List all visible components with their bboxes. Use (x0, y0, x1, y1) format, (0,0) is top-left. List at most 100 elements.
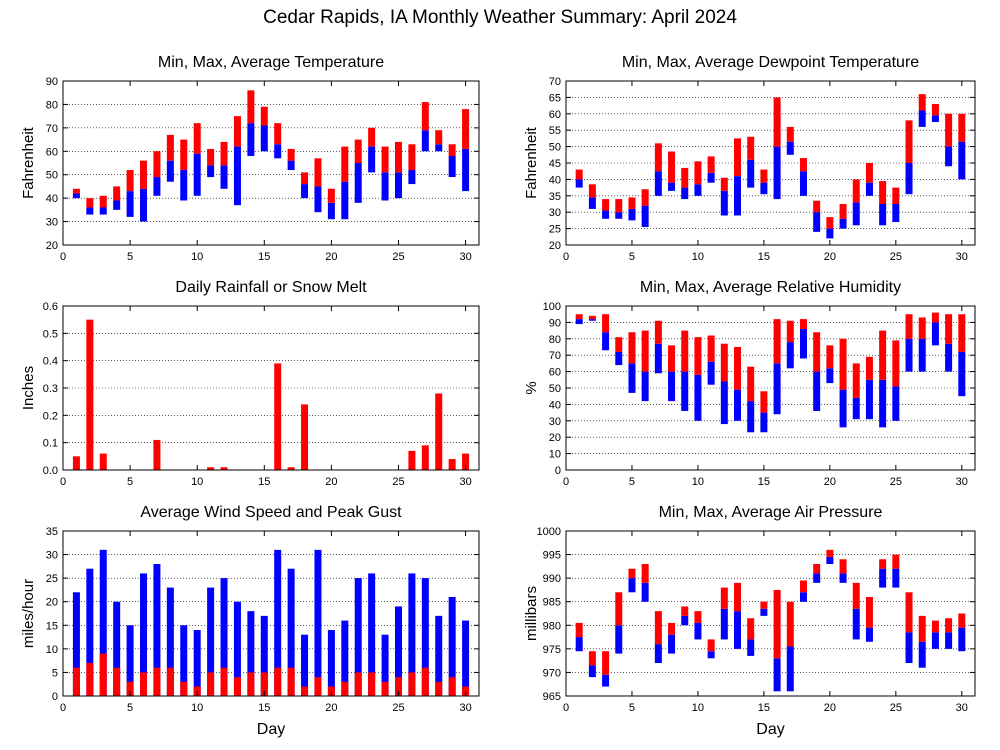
bar-average-speed (448, 677, 456, 696)
bar-min-to-avg (681, 615, 689, 626)
y-tick-label: 0.6 (43, 301, 58, 313)
bar-min-to-avg (421, 130, 429, 152)
x-tick-label: 25 (890, 251, 902, 263)
bar-average-speed (113, 667, 121, 696)
bar-avg-to-max (879, 559, 887, 569)
bar-min-to-avg (799, 171, 807, 196)
y-tick-label: 30 (46, 217, 58, 229)
bar-min-to-avg (260, 125, 268, 152)
bar-avg-to-max (588, 184, 596, 198)
bar-avg-to-max (918, 615, 926, 642)
bar-min-to-avg (381, 172, 389, 201)
bar-min-to-avg (945, 343, 953, 372)
bar-avg-to-max (140, 160, 148, 189)
bar-avg-to-max (813, 200, 821, 213)
y-tick-label: 1000 (537, 526, 561, 538)
y-tick-label: 0.5 (43, 328, 58, 340)
bar-min-to-avg (247, 123, 255, 156)
bar-avg-to-max (602, 199, 610, 211)
bar-min-to-avg (892, 568, 900, 588)
bar-min-to-avg (694, 622, 702, 640)
bar-min-to-avg (668, 634, 676, 654)
y-tick-label: 45 (549, 158, 561, 170)
y-tick-label: 100 (543, 301, 561, 313)
bar-avg-to-max (602, 314, 610, 333)
bar-avg-to-max (945, 618, 953, 633)
bar-avg-to-max (720, 177, 728, 191)
bar-avg-to-max (826, 217, 834, 229)
bar-min-to-avg (354, 163, 362, 203)
x-tick-label: 30 (956, 702, 968, 714)
x-tick-label: 0 (60, 476, 66, 488)
x-tick-label: 15 (258, 476, 270, 488)
y-tick-label: 5 (52, 667, 58, 679)
chart-wind: Average Wind Speed and Peak Gust 0 5 10 15 20… (20, 504, 480, 738)
bar-peak-gust (99, 549, 107, 696)
bar-precipitation (421, 445, 429, 470)
bar-precipitation (287, 467, 295, 470)
bar-min-to-avg (760, 412, 768, 433)
chart-temperature: Min, Max, Average Temperature20304050607… (20, 54, 480, 263)
bar-precipitation (86, 319, 94, 470)
chart-title: Min, Max, Average Relative Humidity (640, 279, 901, 296)
chart-pressure: Min, Max, Average Air Pressure 965 970 975 9… (523, 504, 976, 738)
bar-min-to-avg (813, 371, 821, 411)
y-tick-label: 70 (46, 123, 58, 135)
y-tick-label: 70 (549, 350, 561, 362)
y-axis-label: % (523, 381, 540, 394)
bar-precipitation (462, 453, 470, 470)
bar-avg-to-max (668, 622, 676, 635)
y-tick-label: 25 (549, 224, 561, 236)
y-tick-label: 90 (46, 76, 58, 88)
bar-peak-gust (260, 615, 268, 696)
bar-min-to-avg (839, 218, 847, 229)
x-tick-label: 10 (692, 476, 704, 488)
bar-min-to-avg (799, 328, 807, 359)
bar-min-to-avg (918, 338, 926, 372)
bar-avg-to-max (654, 320, 662, 344)
bar-peak-gust (354, 578, 362, 696)
bar-min-to-avg (180, 170, 188, 201)
bar-min-to-avg (694, 184, 702, 196)
bar-min-to-avg (945, 632, 953, 649)
bar-avg-to-max (839, 338, 847, 390)
bar-min-to-avg (918, 110, 926, 127)
bar-avg-to-max (839, 204, 847, 219)
bar-avg-to-max (381, 146, 389, 173)
bar-avg-to-max (760, 601, 768, 609)
bar-min-to-avg (720, 190, 728, 216)
bar-avg-to-max (694, 611, 702, 623)
x-tick-label: 20 (824, 251, 836, 263)
chart-rainfall: Daily Rainfall or Snow Melt 0.0 0.1 0.2 0.3 0… (20, 279, 480, 488)
bar-average-speed (314, 677, 322, 696)
bar-average-speed (180, 681, 188, 696)
bar-peak-gust (220, 578, 228, 696)
y-tick-label: 65 (549, 92, 561, 104)
bar-peak-gust (381, 634, 389, 696)
bar-avg-to-max (892, 340, 900, 387)
bar-min-to-avg (602, 674, 610, 687)
y-tick-label: 90 (549, 317, 561, 329)
bar-avg-to-max (865, 163, 873, 183)
y-tick-label: 0.4 (43, 356, 58, 368)
bar-avg-to-max (799, 158, 807, 172)
bar-min-to-avg (641, 582, 649, 602)
bar-avg-to-max (799, 319, 807, 329)
bar-avg-to-max (879, 330, 887, 380)
x-tick-label: 5 (629, 476, 635, 488)
bar-avg-to-max (668, 345, 676, 372)
y-axis-label: Fahrenheit (523, 126, 540, 199)
bar-min-to-avg (575, 637, 583, 652)
bar-avg-to-max (314, 158, 322, 187)
bar-min-to-avg (462, 148, 470, 192)
bar-min-to-avg (720, 381, 728, 425)
bar-min-to-avg (368, 146, 376, 173)
y-tick-label: 25 (46, 573, 58, 585)
bar-avg-to-max (126, 170, 134, 192)
bar-avg-to-max (207, 148, 215, 166)
bar-avg-to-max (247, 90, 255, 124)
bar-min-to-avg (892, 386, 900, 421)
bar-avg-to-max (628, 197, 636, 209)
x-tick-label: 5 (629, 251, 635, 263)
x-tick-label: 10 (191, 702, 203, 714)
